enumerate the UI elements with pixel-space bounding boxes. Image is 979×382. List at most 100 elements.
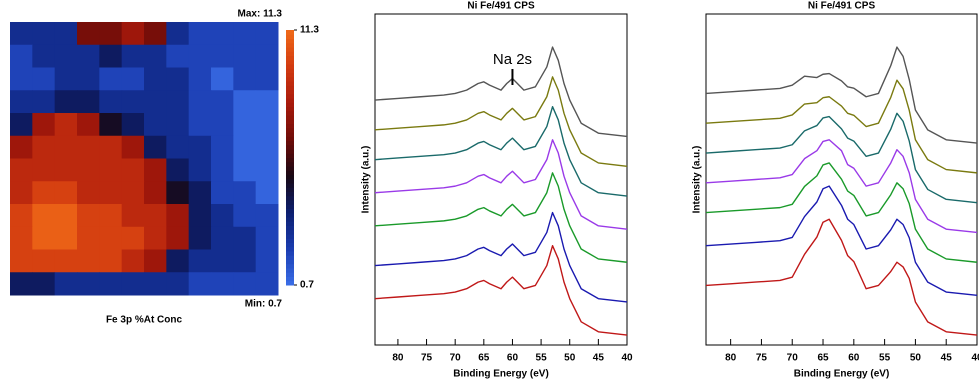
x-axis-label: Binding Energy (eV) [794, 369, 890, 380]
colorbar-segment [286, 238, 294, 243]
heatmap-cell [10, 45, 33, 68]
heatmap-cell [99, 45, 122, 68]
spectrum-line [706, 163, 977, 262]
colorbar-segment [286, 264, 294, 269]
colorbar-segment [286, 162, 294, 167]
x-tick-label: 60 [507, 353, 519, 364]
heatmap-cell [55, 227, 78, 250]
heatmap-cell [122, 227, 145, 250]
heatmap-cell [55, 45, 78, 68]
heatmap-cell [99, 250, 122, 273]
heatmap-cell [144, 159, 167, 182]
heatmap-cell [189, 45, 212, 68]
heatmap-cell [10, 136, 33, 159]
heatmap-cell [189, 90, 212, 113]
heatmap-cell [55, 113, 78, 136]
heatmap-cell [211, 204, 234, 227]
heatmap-cell [189, 227, 212, 250]
heatmap-cell [256, 22, 279, 45]
colorbar-segment [286, 247, 294, 252]
colorbar-tick-label: 0.7 [300, 280, 314, 291]
heatmap-cell [144, 45, 167, 68]
heatmap-cell [144, 272, 167, 295]
heatmap-cell [166, 227, 189, 250]
heatmap-cell [144, 22, 167, 45]
figure: 11.30.7Max: 11.3Min: 0.7Fe 3p %At Conc80… [0, 0, 979, 382]
heatmap-cell [122, 250, 145, 273]
heatmap-cell [211, 227, 234, 250]
colorbar-segment [286, 39, 294, 44]
heatmap-cell [55, 90, 78, 113]
heatmap-cell [55, 204, 78, 227]
y-axis-label: Intensity (a.u.) [361, 146, 372, 214]
heatmap-cell [189, 136, 212, 159]
heatmap-cell [256, 90, 279, 113]
x-tick-label: 50 [910, 353, 922, 364]
heatmap-cell [211, 181, 234, 204]
heatmap-cell [99, 136, 122, 159]
colorbar-segment [286, 90, 294, 95]
heatmap-cell [166, 272, 189, 295]
heatmap-cell [144, 250, 167, 273]
heatmap-cell [99, 227, 122, 250]
colorbar-segment [286, 73, 294, 78]
x-tick-label: 45 [941, 353, 953, 364]
heatmap-cell [256, 68, 279, 91]
heatmap-cell [211, 250, 234, 273]
heatmap-cell [166, 90, 189, 113]
heatmap-cell [144, 227, 167, 250]
heatmap-cell [122, 136, 145, 159]
heatmap-cell [10, 181, 33, 204]
colorbar-segment [286, 281, 294, 286]
colorbar-segment [286, 107, 294, 112]
heatmap-cell [32, 90, 55, 113]
colorbar-segment [286, 200, 294, 205]
heatmap-cell [166, 204, 189, 227]
colorbar-segment [286, 272, 294, 277]
heatmap-cell [77, 204, 100, 227]
heatmap-cell [211, 113, 234, 136]
heatmap-cell [55, 68, 78, 91]
heatmap-cell [10, 68, 33, 91]
chart-title: Ni Fe/491 CPS [467, 1, 535, 12]
colorbar-segment [286, 81, 294, 86]
spectrum-line [706, 219, 977, 335]
heatmap-cell [77, 90, 100, 113]
x-tick-label: 60 [848, 353, 860, 364]
y-axis-label: Intensity (a.u.) [692, 146, 703, 214]
heatmap-cell [122, 22, 145, 45]
colorbar-segment [286, 94, 294, 99]
colorbar-segment [286, 226, 294, 231]
heatmap-cell [10, 204, 33, 227]
heatmap-cell [233, 159, 256, 182]
colorbar-segment [286, 175, 294, 180]
heatmap-cell [189, 113, 212, 136]
heatmap-cell [122, 90, 145, 113]
heatmap-cell [10, 90, 33, 113]
heatmap-cell [144, 204, 167, 227]
heatmap-cell [233, 45, 256, 68]
heatmap-cell [233, 22, 256, 45]
colorbar-segment [286, 34, 294, 39]
heatmap-cell [233, 272, 256, 295]
heatmap-cell [189, 68, 212, 91]
colorbar-segment [286, 124, 294, 129]
heatmap-cell [256, 272, 279, 295]
heatmap-cell [55, 272, 78, 295]
heatmap-cell [166, 68, 189, 91]
colorbar-segment [286, 158, 294, 163]
colorbar-tick-label: 11.3 [300, 25, 319, 36]
heatmap-cell [32, 250, 55, 273]
max-label: Max: 11.3 [238, 9, 283, 20]
heatmap-cell [233, 204, 256, 227]
heatmap-cell [256, 113, 279, 136]
heatmap-cell [99, 204, 122, 227]
heatmap-cell [233, 68, 256, 91]
plot: 807570656055504540Ni Fe/491 CPSBinding E… [692, 1, 979, 380]
spectrum-line [375, 246, 627, 335]
x-tick-label: 80 [392, 353, 404, 364]
colorbar-segment [286, 43, 294, 48]
x-tick-label: 75 [756, 353, 768, 364]
colorbar-segment [286, 192, 294, 197]
